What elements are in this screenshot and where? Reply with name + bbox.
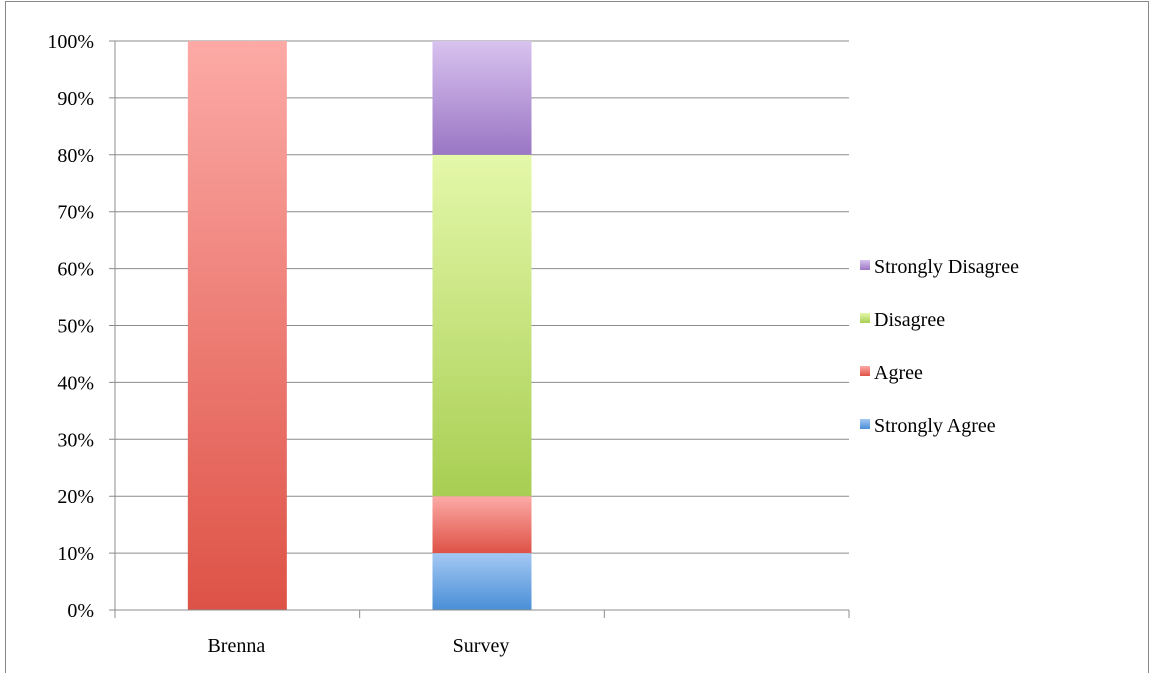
legend-swatch xyxy=(860,313,870,323)
bar-survey-disagree xyxy=(432,154,532,497)
y-tick-label: 30% xyxy=(57,429,94,451)
bars xyxy=(187,41,532,610)
legend-swatch xyxy=(860,419,870,429)
legend-swatch xyxy=(860,366,870,376)
y-tick-label: 0% xyxy=(67,600,94,622)
y-tick-label: 60% xyxy=(57,259,94,281)
y-tick-label: 50% xyxy=(57,316,94,338)
chart-frame xyxy=(5,1,1149,673)
legend: Strongly Disagree Disagree Agree Strongly A… xyxy=(860,256,1019,437)
category-label: Brenna xyxy=(207,635,265,657)
y-tick-label: 40% xyxy=(57,372,94,394)
y-tick-label: 90% xyxy=(57,88,94,110)
x-axis-category-labels: Brenna Survey xyxy=(207,635,509,657)
legend-label: Strongly Disagree xyxy=(874,256,1019,278)
legend-label: Strongly Agree xyxy=(874,415,996,437)
bar-survey-strongly-disagree xyxy=(432,41,532,155)
bar-brenna-agree xyxy=(187,41,287,610)
bar-survey-strongly-agree xyxy=(432,553,532,610)
legend-label: Disagree xyxy=(874,309,945,331)
legend-swatch xyxy=(860,260,870,270)
y-tick-label: 10% xyxy=(57,543,94,565)
y-tick-label: 80% xyxy=(57,145,94,167)
category-label: Survey xyxy=(453,635,510,657)
y-tick-label: 70% xyxy=(57,202,94,224)
y-tick-label: 100% xyxy=(47,31,94,53)
legend-label: Agree xyxy=(874,362,923,384)
y-tick-label: 20% xyxy=(57,486,94,508)
y-axis-tick-labels: 0% 10% 20% 30% 40% 50% 60% 70% 80% 90% 100% xyxy=(47,31,94,622)
bar-survey-agree xyxy=(432,496,532,554)
axes xyxy=(114,41,850,618)
